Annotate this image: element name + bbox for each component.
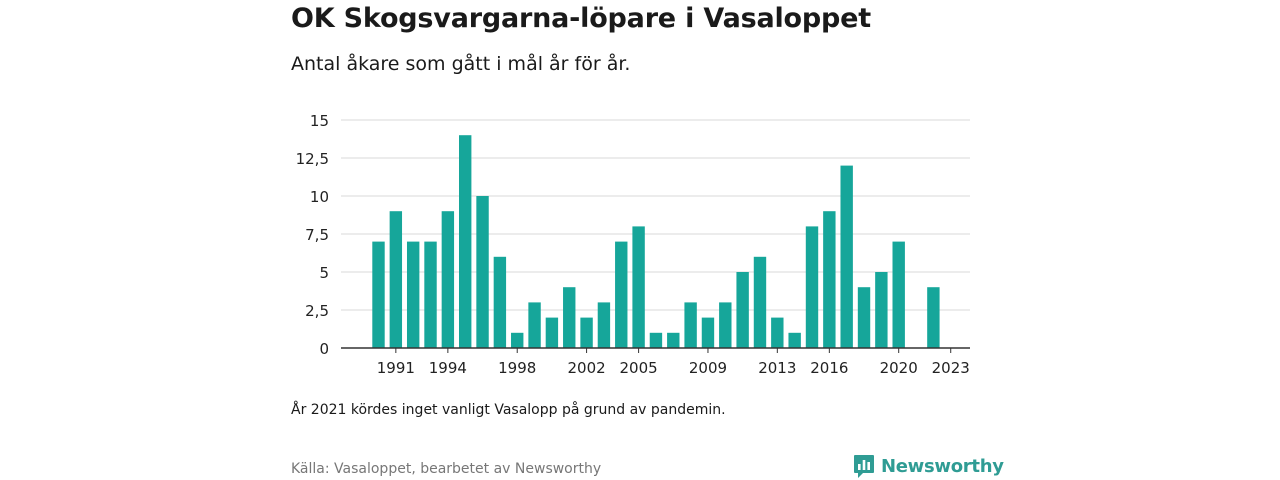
bar-2011 <box>736 272 749 348</box>
bar-1995 <box>459 135 472 348</box>
bar-1991 <box>389 211 403 348</box>
bar-2005 <box>632 226 645 348</box>
brand-name: Newsworthy <box>881 455 1004 477</box>
bar-2006 <box>649 332 663 348</box>
chart-subtitle: Antal åkare som gått i mål år för år. <box>291 53 631 75</box>
bar-2017 <box>840 165 853 348</box>
y-tick-label: 12,5 <box>296 150 329 168</box>
bar-2008 <box>684 302 697 348</box>
bar-2010 <box>719 302 732 348</box>
bar-1992 <box>406 241 420 348</box>
bar-2015 <box>805 226 819 348</box>
x-tick-label: 1994 <box>429 359 467 377</box>
y-axis-ticks: 0 2,5 5 7,5 10 12,5 15 <box>296 112 329 358</box>
bar-2013 <box>771 317 784 348</box>
bar-1994 <box>441 211 455 348</box>
bar-2001 <box>563 287 576 348</box>
bar-1998 <box>511 332 524 348</box>
bar-2002 <box>580 317 593 348</box>
bar-chart-speech-icon <box>854 455 874 478</box>
x-tick-label: 1998 <box>498 359 536 377</box>
brand-logo: Newsworthy <box>853 453 1004 479</box>
source-credit: Källa: Vasaloppet, bearbetet av Newswort… <box>291 461 602 477</box>
bar-2022 <box>927 287 940 348</box>
y-tick-label: 15 <box>310 112 329 130</box>
bar-1999 <box>528 302 541 348</box>
y-tick-label: 0 <box>319 340 329 358</box>
x-axis-ticks: 1991 1994 1998 2002 2005 2009 2013 2016 2020 2023 <box>377 348 970 377</box>
bar-1996 <box>476 196 489 348</box>
y-tick-label: 2,5 <box>305 302 329 320</box>
bar-2012 <box>753 256 767 348</box>
bar-2019 <box>875 272 888 348</box>
bar-2003 <box>597 302 611 348</box>
bar-2004 <box>615 241 628 348</box>
x-tick-label: 2002 <box>567 359 605 377</box>
bar-2018 <box>857 287 871 348</box>
chart-card: OK Skogsvargarna-löpare i Vasaloppet Ant… <box>291 0 1004 480</box>
bar-2007 <box>667 332 680 348</box>
x-tick-label: 2016 <box>810 359 848 377</box>
x-tick-label: 2023 <box>932 359 970 377</box>
x-tick-label: 1991 <box>377 359 415 377</box>
page-title: OK Skogsvargarna-löpare i Vasaloppet <box>291 3 871 34</box>
bar-2009 <box>701 317 715 348</box>
bar-2020 <box>892 241 905 348</box>
x-tick-label: 2009 <box>689 359 727 377</box>
bars <box>372 135 940 348</box>
bar-1990 <box>372 241 385 348</box>
y-tick-label: 10 <box>310 188 329 206</box>
bar-2014 <box>788 332 801 348</box>
x-tick-label: 2005 <box>620 359 658 377</box>
bar-2000 <box>545 317 559 348</box>
bar-chart: 0 2,5 5 7,5 10 12,5 15 1991 1994 1998 2002 2005 200… <box>296 112 970 377</box>
bar-2016 <box>823 211 836 348</box>
y-tick-label: 7,5 <box>305 226 329 244</box>
bar-1993 <box>424 241 437 348</box>
bar-1997 <box>493 256 507 348</box>
x-tick-label: 2020 <box>880 359 918 377</box>
x-tick-label: 2013 <box>758 359 796 377</box>
chart-note: År 2021 kördes inget vanligt Vasalopp på… <box>291 402 726 418</box>
y-tick-label: 5 <box>319 264 329 282</box>
